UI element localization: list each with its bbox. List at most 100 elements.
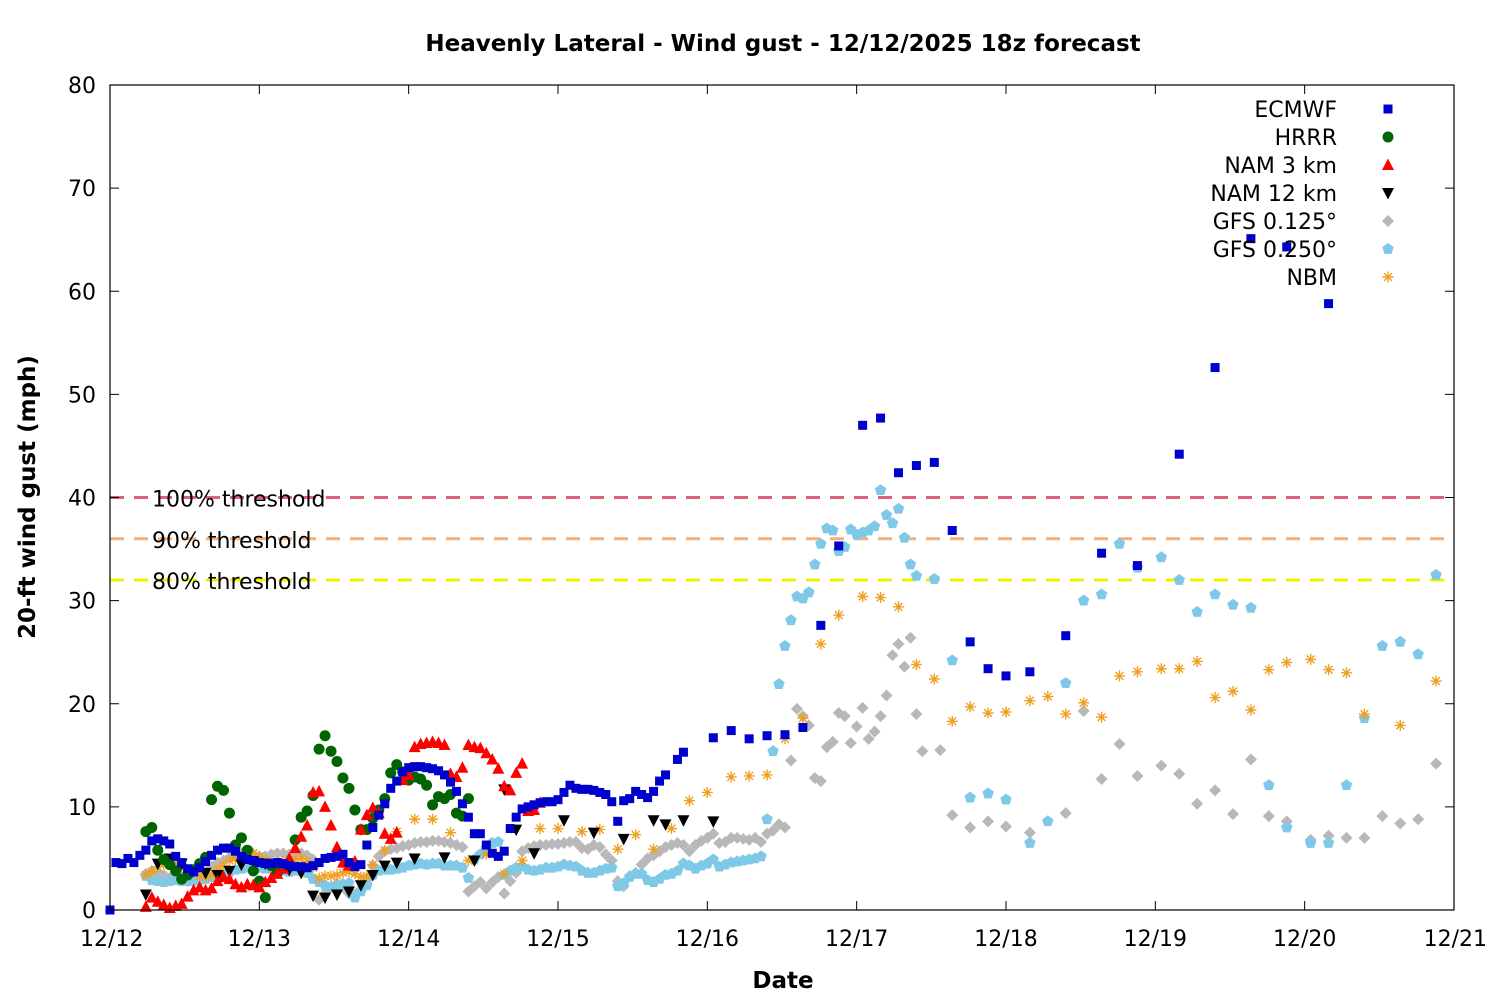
data-point: [677, 815, 690, 827]
data-point: [625, 794, 635, 804]
data-point: [1358, 708, 1370, 720]
data-point: [798, 722, 808, 732]
data-point: [790, 702, 803, 715]
data-point: [248, 856, 258, 865]
x-tick-label: 12/15: [526, 927, 589, 952]
data-point: [229, 877, 242, 890]
data-point: [296, 862, 306, 872]
data-point: [630, 829, 642, 841]
data-point: [229, 852, 241, 864]
data-point: [886, 517, 899, 529]
data-point: [242, 854, 252, 864]
data-point: [129, 858, 139, 868]
data-point: [1131, 666, 1143, 678]
data-point: [235, 832, 247, 844]
data-point: [868, 725, 881, 738]
data-point: [217, 860, 229, 872]
data-point: [260, 859, 270, 869]
data-point: [778, 821, 791, 834]
data-point: [1173, 663, 1185, 675]
data-point: [910, 659, 922, 671]
data-point: [910, 708, 923, 721]
data-point: [577, 784, 587, 794]
data-point: [755, 850, 767, 862]
data-point: [492, 835, 504, 847]
data-point: [438, 852, 451, 864]
data-point: [468, 855, 481, 867]
data-point: [892, 502, 905, 514]
data-point: [874, 710, 887, 723]
data-point: [319, 730, 331, 742]
legend-label: ECMWF: [1254, 98, 1337, 123]
data-point: [725, 771, 737, 783]
data-point: [474, 876, 487, 889]
data-point: [183, 864, 193, 874]
data-point: [350, 862, 360, 872]
data-point: [1430, 675, 1442, 687]
data-point: [534, 823, 546, 835]
data-point: [773, 678, 785, 690]
data-point: [385, 767, 397, 779]
data-point: [337, 867, 349, 879]
data-point: [1023, 826, 1036, 839]
data-point: [565, 780, 575, 790]
data-point: [856, 701, 869, 714]
data-point: [1155, 759, 1168, 772]
data-point: [360, 808, 373, 821]
data-point: [1227, 685, 1239, 697]
data-point: [583, 784, 593, 794]
y-tick-label: 0: [82, 899, 96, 924]
data-point: [1077, 594, 1090, 606]
data-point: [1173, 767, 1186, 780]
legend-label: GFS 0.125°: [1213, 210, 1337, 235]
data-point: [516, 855, 528, 866]
data-point: [480, 848, 492, 860]
data-point: [1000, 706, 1012, 718]
data-point: [337, 772, 349, 784]
data-point: [701, 786, 713, 798]
data-point: [440, 770, 450, 780]
legend-marker: [1382, 271, 1394, 283]
data-point: [140, 869, 152, 881]
data-point: [678, 747, 688, 757]
data-point: [1226, 808, 1239, 821]
data-point: [875, 592, 887, 604]
data-point: [1340, 667, 1352, 679]
data-point: [683, 845, 696, 858]
data-point: [1095, 773, 1108, 786]
data-point: [893, 468, 903, 478]
data-point: [211, 874, 224, 887]
x-axis: 12/12 12/13 12/14 12/15 12/16 12/17 12/18 12/19…: [80, 85, 1487, 952]
data-point: [797, 712, 809, 724]
data-point: [1281, 657, 1293, 668]
data-point: [803, 586, 815, 598]
data-point: [1323, 664, 1335, 676]
data-point: [141, 845, 151, 855]
data-point: [1059, 807, 1072, 820]
data-point: [1173, 574, 1185, 585]
legend-label: GFS 0.250°: [1213, 238, 1337, 263]
data-point: [145, 891, 158, 903]
data-point: [1210, 363, 1220, 373]
data-point: [613, 816, 623, 826]
data-point: [408, 740, 421, 753]
data-point: [254, 858, 264, 868]
data-point: [343, 782, 355, 794]
data-point: [247, 847, 259, 859]
data-point: [1340, 779, 1353, 791]
data-point: [343, 877, 355, 889]
data-point: [295, 830, 308, 842]
data-point: [904, 631, 917, 644]
data-point: [146, 822, 158, 833]
x-axis-title: Date: [752, 968, 813, 994]
data-point: [349, 868, 361, 880]
data-point: [982, 707, 994, 719]
data-point: [313, 872, 325, 884]
data-point: [911, 461, 921, 471]
data-point: [1358, 831, 1371, 844]
threshold-labels: 100% threshold 90% threshold 80% threshold: [152, 488, 326, 596]
data-point: [571, 783, 581, 793]
data-point: [332, 851, 342, 861]
data-point: [594, 824, 606, 836]
legend-label: NAM 12 km: [1210, 182, 1337, 207]
